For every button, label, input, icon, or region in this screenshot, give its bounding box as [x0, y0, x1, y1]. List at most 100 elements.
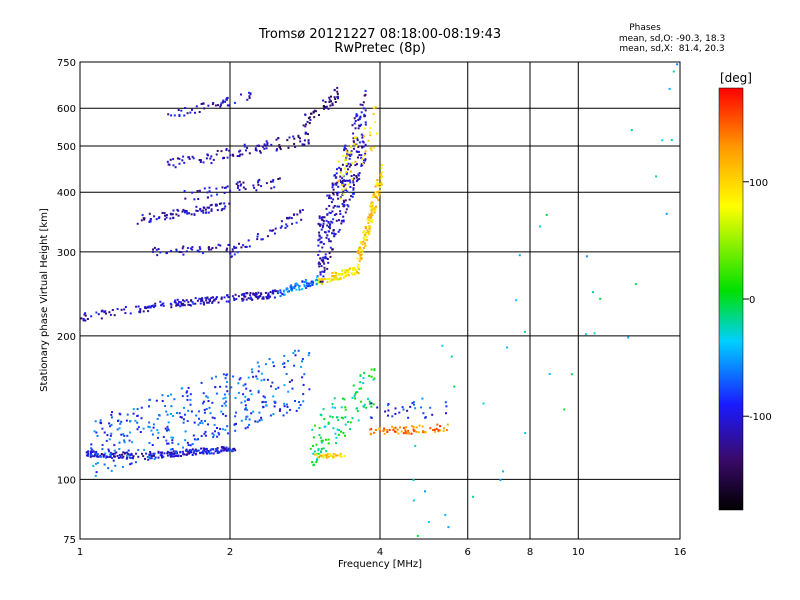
data-point	[433, 430, 436, 433]
data-point	[163, 452, 166, 455]
data-point	[331, 274, 334, 277]
data-point	[151, 444, 154, 446]
data-point	[325, 105, 328, 108]
data-point	[417, 431, 420, 434]
data-point	[266, 142, 269, 145]
data-point	[230, 386, 233, 389]
data-point	[364, 121, 367, 124]
data-point	[350, 153, 353, 156]
data-point	[155, 218, 158, 221]
data-point	[299, 404, 302, 406]
data-point	[220, 446, 223, 449]
data-point	[353, 142, 356, 145]
data-point	[305, 123, 307, 126]
data-point	[348, 198, 351, 201]
data-point	[264, 363, 267, 366]
data-point	[124, 312, 127, 315]
data-point	[147, 310, 150, 313]
data-point	[239, 377, 242, 380]
data-point	[339, 210, 342, 213]
data-point	[198, 246, 201, 249]
y-axis-label: Stationary phase Virtual Height [km]	[39, 208, 50, 392]
data-point	[227, 449, 230, 452]
data-point	[136, 222, 139, 225]
data-point	[345, 156, 348, 159]
data-point	[173, 455, 175, 458]
data-point	[242, 384, 245, 387]
data-point	[178, 162, 181, 165]
data-point	[224, 404, 227, 407]
data-point	[361, 249, 364, 252]
data-point	[121, 465, 124, 468]
data-point	[366, 217, 369, 220]
data-point	[309, 118, 312, 121]
data-point	[234, 449, 237, 452]
data-point	[312, 464, 315, 467]
data-point	[599, 297, 602, 300]
data-point	[203, 447, 206, 450]
data-point	[211, 432, 214, 435]
data-point	[343, 145, 346, 148]
data-point	[444, 401, 447, 404]
data-point	[420, 406, 422, 409]
data-point	[443, 427, 446, 430]
data-point	[321, 280, 324, 283]
data-point	[352, 384, 355, 387]
data-point	[182, 245, 185, 248]
data-point	[378, 183, 381, 186]
data-point	[198, 111, 201, 113]
data-point	[335, 172, 338, 175]
data-point	[318, 265, 321, 268]
data-point	[332, 192, 334, 195]
data-point	[334, 432, 337, 435]
y-tick-label: 400	[57, 188, 76, 199]
data-point	[364, 244, 367, 247]
data-point	[208, 298, 211, 301]
data-point	[121, 456, 124, 459]
data-point	[338, 429, 340, 432]
data-point	[471, 495, 474, 498]
data-point	[152, 426, 155, 429]
data-point	[368, 400, 371, 403]
data-point	[234, 415, 237, 418]
data-point	[233, 423, 236, 426]
data-point	[296, 283, 299, 286]
data-point	[319, 241, 322, 244]
data-point	[153, 452, 156, 455]
data-point	[344, 159, 346, 162]
data-point	[135, 305, 138, 308]
data-point	[154, 456, 157, 459]
data-point	[361, 104, 364, 107]
data-point	[345, 149, 348, 152]
data-point	[157, 217, 160, 220]
data-point	[331, 102, 334, 105]
data-point	[90, 454, 93, 457]
data-point	[423, 431, 426, 433]
data-point	[240, 183, 243, 186]
data-point	[395, 431, 398, 434]
data-point	[189, 247, 192, 250]
data-point	[165, 429, 168, 432]
data-point	[194, 111, 196, 114]
data-point	[346, 190, 349, 193]
data-point	[344, 144, 347, 147]
data-point	[259, 151, 262, 154]
data-point	[354, 272, 357, 275]
data-point	[215, 297, 218, 300]
data-point	[357, 419, 360, 422]
data-point	[293, 142, 296, 145]
data-point	[233, 253, 236, 256]
data-point	[327, 107, 330, 110]
data-point	[232, 154, 235, 157]
data-point	[333, 205, 336, 207]
data-point	[206, 191, 209, 194]
data-point	[200, 300, 203, 302]
data-point	[271, 381, 274, 384]
data-point	[164, 427, 167, 430]
data-point	[383, 432, 386, 435]
data-point	[411, 402, 414, 405]
data-point	[260, 418, 263, 421]
data-point	[299, 209, 302, 212]
data-point	[210, 162, 213, 165]
data-point	[338, 166, 341, 169]
